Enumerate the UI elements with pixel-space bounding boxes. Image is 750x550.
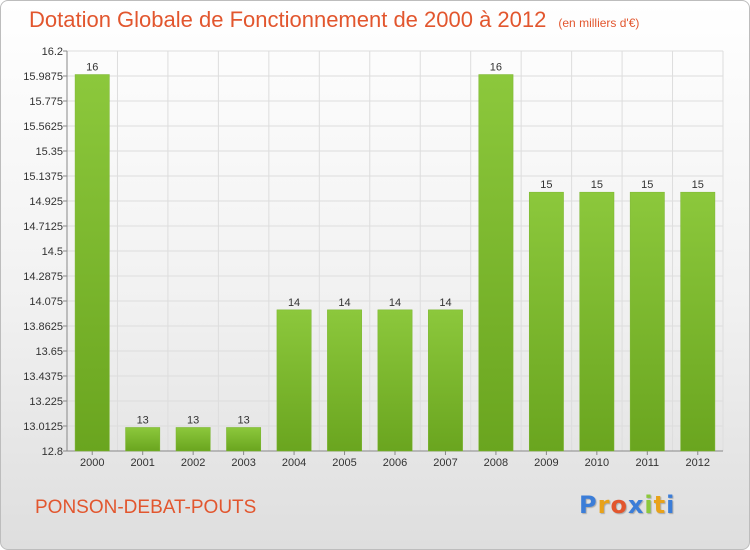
value-label: 15	[540, 179, 552, 191]
bar	[478, 74, 514, 452]
x-tick-label: 2000	[80, 457, 104, 469]
value-label: 16	[490, 62, 502, 74]
y-tick-label: 15.35	[35, 146, 63, 158]
y-tick-label: 13.8625	[23, 321, 63, 333]
y-tick-label: 15.775	[29, 96, 63, 108]
bar	[276, 309, 312, 452]
y-tick-label: 14.925	[29, 196, 63, 208]
x-tick-label: 2008	[484, 457, 508, 469]
value-label: 15	[692, 179, 704, 191]
logo-letter: x	[627, 491, 645, 519]
value-label: 14	[338, 297, 350, 309]
x-tick-label: 2007	[433, 457, 457, 469]
y-tick-label: 14.7125	[23, 221, 63, 233]
x-tick-label: 2006	[383, 457, 407, 469]
y-tick-label: 15.9875	[23, 71, 63, 83]
y-tick-label: 12.8	[42, 446, 63, 458]
logo-letter: i	[644, 491, 654, 519]
chart-subtitle: (en milliers d'€)	[558, 16, 640, 30]
y-tick-label: 14.2875	[23, 271, 63, 283]
y-tick-label: 14.075	[29, 296, 63, 308]
value-label: 14	[288, 297, 300, 309]
y-tick-label: 13.4375	[23, 371, 63, 383]
x-tick-label: 2011	[635, 457, 659, 469]
value-label: 14	[389, 297, 401, 309]
x-tick-label: 2004	[282, 457, 306, 469]
proxiti-logo[interactable]: Proxiti	[579, 491, 675, 519]
value-label: 13	[187, 414, 199, 426]
value-label: 14	[439, 297, 451, 309]
y-tick-label: 13.225	[29, 396, 63, 408]
y-tick-label: 13.65	[35, 346, 63, 358]
x-tick-label: 2005	[332, 457, 356, 469]
value-label: 15	[641, 179, 653, 191]
value-label: 13	[137, 414, 149, 426]
x-tick-label: 2003	[231, 457, 255, 469]
y-tick-label: 15.5625	[23, 121, 63, 133]
x-tick-label: 2002	[181, 457, 205, 469]
x-tick-label: 2010	[585, 457, 609, 469]
chart-title-text: Dotation Globale de Fonctionnement de 20…	[29, 7, 547, 32]
logo-letter: P	[579, 491, 598, 519]
bar	[428, 309, 463, 452]
bar	[226, 427, 262, 452]
x-tick-label: 2001	[130, 457, 154, 469]
labels: 12.8 13.0125 13.225 13.4375 13.65 13.8625 14.0…	[23, 46, 710, 469]
bar	[327, 309, 362, 452]
logo-letter: i	[666, 491, 676, 519]
y-tick-label: 16.2	[42, 46, 63, 58]
bar	[175, 427, 211, 452]
value-label: 13	[237, 414, 249, 426]
bar	[377, 309, 413, 452]
bar	[125, 427, 161, 452]
bar	[579, 191, 615, 452]
y-tick-label: 15.1375	[23, 171, 63, 183]
y-tick-label: 13.0125	[23, 421, 63, 433]
bar	[680, 191, 716, 452]
x-tick-label: 2012	[686, 457, 710, 469]
bars	[74, 74, 716, 452]
logo-letter: r	[597, 491, 611, 519]
bar	[74, 74, 110, 452]
logo-letter: o	[610, 491, 628, 519]
x-tick-label: 2009	[534, 457, 558, 469]
bar	[629, 191, 665, 452]
y-tick-label: 14.5	[42, 246, 63, 258]
commune-name: PONSON-DEBAT-POUTS	[35, 497, 257, 518]
bar	[528, 191, 564, 452]
value-label: 15	[591, 179, 603, 191]
logo-letter: t	[653, 491, 667, 519]
chart-title: Dotation Globale de Fonctionnement de 20…	[29, 7, 639, 33]
value-label: 16	[86, 62, 98, 74]
